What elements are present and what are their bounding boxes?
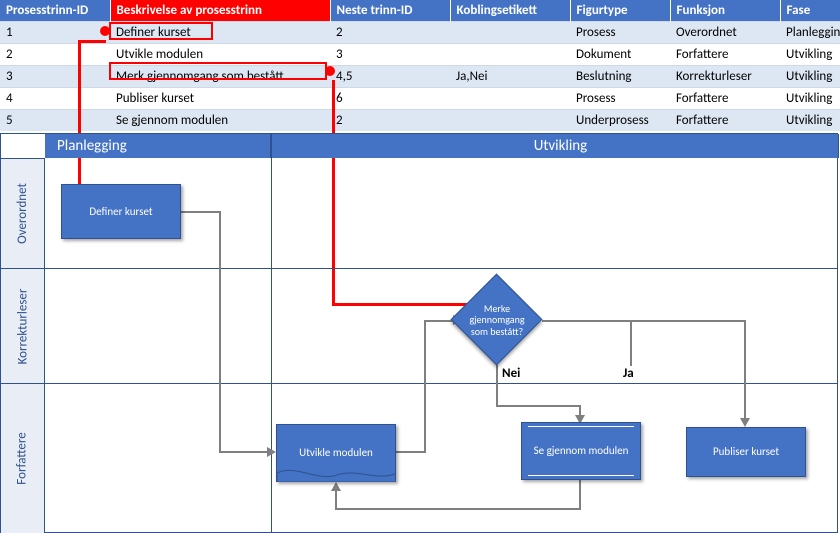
shape-definer-kurset: Definer kurset	[61, 184, 181, 239]
cell-role: Forfattere	[670, 44, 780, 66]
cell-next: 6	[330, 88, 450, 110]
col-shape: Figurtype	[570, 0, 670, 22]
lane-overordnet: Overordnet	[1, 158, 45, 268]
phase-utvikling: Utvikling	[271, 134, 839, 158]
cell-phase: Utvikling	[780, 88, 840, 110]
table-row: 2Utvikle modulen3 DokumentForfattereUtvik…	[0, 44, 840, 66]
cell-next: 2	[330, 22, 450, 44]
col-id: Prosesstrinn-ID	[0, 0, 110, 22]
shape-utvikle-modulen: Utvikle modulen	[276, 424, 396, 482]
cell-phase: Utvikling	[780, 66, 840, 88]
cell-desc: Definer kurset	[110, 22, 330, 44]
cell-desc: Publiser kurset	[110, 88, 330, 110]
cell-id: 1	[0, 22, 110, 44]
phase-divider	[271, 134, 272, 532]
cell-shape: Prosess	[570, 22, 670, 44]
col-next: Neste trinn-ID	[330, 0, 450, 22]
cell-shape: Dokument	[570, 44, 670, 66]
shape-publiser-kurset: Publiser kurset	[686, 427, 806, 477]
lane-forfattere: Forfattere	[1, 383, 45, 533]
shape-utvikle-modulen-label: Utvikle modulen	[299, 446, 373, 459]
cell-desc: Utvikle modulen	[110, 44, 330, 66]
col-conn: Koblingsetikett	[450, 0, 570, 22]
cell-id: 5	[0, 110, 110, 132]
lane-korrekturleser: Korrekturleser	[1, 268, 45, 383]
shape-se-gjennom-modulen: Se gjennom modulen	[521, 422, 641, 480]
cell-shape: Underprosess	[570, 110, 670, 132]
cell-next: 4,5	[330, 66, 450, 88]
cell-shape: Prosess	[570, 88, 670, 110]
cell-role: Forfattere	[670, 88, 780, 110]
cell-role: Korrekturleser	[670, 66, 780, 88]
cell-id: 2	[0, 44, 110, 66]
swimlane-diagram: Planlegging Utvikling Overordnet Korrekt…	[0, 133, 838, 533]
table-row: 1Definer kurset2 ProsessOverordnetPlanleg…	[0, 22, 840, 44]
cell-conn	[450, 22, 570, 44]
process-table: Prosesstrinn-ID Beskrivelse av prosesstr…	[0, 0, 840, 131]
shape-merke-label: Merke gjennomgang som bestått?	[451, 274, 543, 366]
table-row: 4Publiser kurset6 ProsessForfattereUtvikl…	[0, 88, 840, 110]
cell-shape: Beslutning	[570, 66, 670, 88]
phase-planlegging: Planlegging	[45, 134, 271, 158]
cell-phase: Utvikling	[780, 110, 840, 132]
cell-conn	[450, 88, 570, 110]
cell-conn	[450, 44, 570, 66]
cell-conn	[450, 110, 570, 132]
table-row: 3Merk gjennomgang som bestått4,5Ja,NeiBe…	[0, 66, 840, 88]
cell-phase: Planlegging	[780, 22, 840, 44]
shape-merke-beslutning: Merke gjennomgang som bestått?	[451, 274, 543, 366]
edge-label-ja: Ja	[623, 366, 634, 381]
col-desc: Beskrivelse av prosesstrinn	[110, 0, 330, 22]
cell-role: Overordnet	[670, 22, 780, 44]
edge-label-nei: Nei	[502, 366, 520, 381]
col-phase: Fase	[780, 0, 840, 22]
lane-divider-2	[45, 383, 837, 384]
lane-divider-1	[45, 268, 837, 269]
cell-id: 3	[0, 66, 110, 88]
col-role: Funksjon	[670, 0, 780, 22]
cell-desc: Se gjennom modulen	[110, 110, 330, 132]
cell-id: 4	[0, 88, 110, 110]
cell-role: Forfattere	[670, 110, 780, 132]
cell-phase: Utvikling	[780, 44, 840, 66]
cell-next: 3	[330, 44, 450, 66]
cell-conn: Ja,Nei	[450, 66, 570, 88]
cell-next: 2	[330, 110, 450, 132]
table-row: 5Se gjennom modulen2 UnderprosessForfatte…	[0, 110, 840, 132]
cell-desc: Merk gjennomgang som bestått	[110, 66, 330, 88]
